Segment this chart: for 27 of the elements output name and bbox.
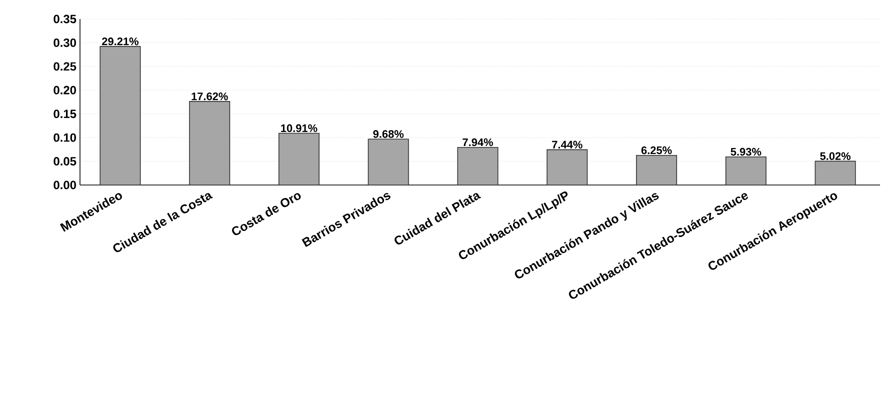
data-label: 5.93% <box>730 148 762 156</box>
bar <box>636 154 678 185</box>
bar <box>278 132 320 185</box>
y-tick-label: 0.25 <box>54 62 76 71</box>
data-label: 7.94% <box>462 138 494 146</box>
data-label: 5.02% <box>820 152 851 160</box>
data-label: 6.25% <box>641 146 672 154</box>
y-tick-label: 0.30 <box>54 38 76 47</box>
y-tick-label: 0.00 <box>54 180 76 190</box>
bar <box>189 101 230 185</box>
data-label: 10.91% <box>281 124 318 132</box>
data-label: 7.44% <box>552 140 582 149</box>
data-label: 9.68% <box>373 130 404 138</box>
y-tick-label: 0.20 <box>54 86 76 94</box>
bar <box>368 138 409 185</box>
y-tick-label: 0.35 <box>54 14 76 24</box>
y-tick-label: 0.15 <box>54 110 76 118</box>
bar <box>457 146 498 185</box>
data-label: 29.21% <box>102 38 139 46</box>
bar <box>100 46 141 185</box>
x-tick-label: Costa de Oro <box>232 193 301 236</box>
bar <box>546 149 588 185</box>
bar <box>814 160 856 185</box>
bar <box>725 156 766 185</box>
y-tick-label: 0.05 <box>54 157 76 166</box>
y-tick-label: 0.10 <box>54 133 76 142</box>
data-label: 17.62% <box>192 92 228 100</box>
